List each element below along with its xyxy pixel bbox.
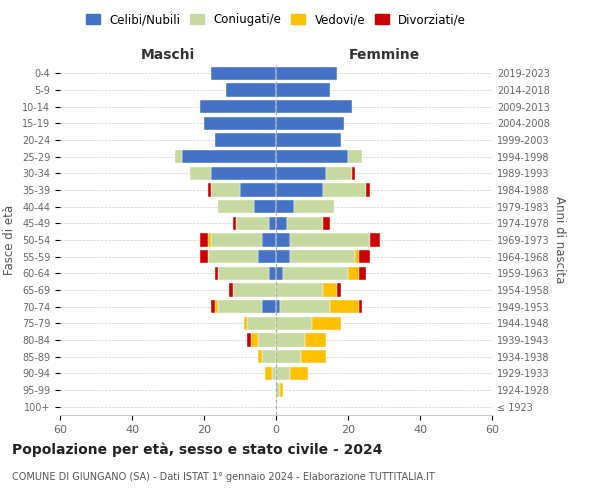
Bar	[204, 116, 276, 130]
Bar	[276, 350, 301, 364]
Bar	[233, 216, 236, 230]
Bar	[251, 334, 258, 346]
Bar	[262, 234, 276, 246]
Y-axis label: Fasce di età: Fasce di età	[4, 205, 16, 275]
Bar	[359, 250, 370, 264]
Bar	[218, 200, 254, 213]
Bar	[290, 250, 355, 264]
Bar	[265, 366, 272, 380]
Bar	[276, 266, 283, 280]
Bar	[226, 84, 276, 96]
Bar	[276, 234, 290, 246]
Bar	[312, 316, 341, 330]
Bar	[200, 100, 276, 114]
Bar	[283, 266, 348, 280]
Bar	[190, 166, 211, 180]
Text: Popolazione per età, sesso e stato civile - 2024: Popolazione per età, sesso e stato civil…	[12, 442, 383, 457]
Bar	[233, 284, 276, 296]
Bar	[359, 300, 362, 314]
Bar	[215, 300, 218, 314]
Bar	[276, 216, 287, 230]
Bar	[370, 234, 380, 246]
Text: Maschi: Maschi	[141, 48, 195, 62]
Bar	[208, 184, 211, 196]
Bar	[182, 150, 276, 164]
Bar	[215, 134, 276, 146]
Bar	[276, 116, 344, 130]
Bar	[211, 184, 240, 196]
Bar	[366, 184, 370, 196]
Bar	[236, 216, 269, 230]
Bar	[247, 316, 276, 330]
Text: COMUNE DI GIUNGANO (SA) - Dati ISTAT 1° gennaio 2024 - Elaborazione TUTTITALIA.I: COMUNE DI GIUNGANO (SA) - Dati ISTAT 1° …	[12, 472, 435, 482]
Bar	[229, 284, 233, 296]
Bar	[276, 84, 330, 96]
Bar	[276, 66, 337, 80]
Bar	[269, 266, 276, 280]
Bar	[337, 284, 341, 296]
Bar	[276, 384, 280, 396]
Legend: Celibi/Nubili, Coniugati/e, Vedovi/e, Divorziati/e: Celibi/Nubili, Coniugati/e, Vedovi/e, Di…	[81, 8, 471, 31]
Bar	[276, 284, 323, 296]
Bar	[359, 266, 366, 280]
Bar	[211, 300, 215, 314]
Bar	[276, 316, 312, 330]
Bar	[323, 284, 337, 296]
Bar	[208, 250, 258, 264]
Y-axis label: Anni di nascita: Anni di nascita	[553, 196, 566, 284]
Bar	[348, 266, 359, 280]
Bar	[272, 366, 276, 380]
Bar	[276, 366, 290, 380]
Bar	[323, 184, 366, 196]
Bar	[211, 166, 276, 180]
Bar	[211, 66, 276, 80]
Bar	[305, 334, 326, 346]
Bar	[262, 300, 276, 314]
Bar	[287, 216, 323, 230]
Bar	[280, 384, 283, 396]
Bar	[218, 266, 269, 280]
Bar	[276, 150, 348, 164]
Bar	[258, 334, 276, 346]
Bar	[326, 166, 352, 180]
Bar	[348, 150, 362, 164]
Bar	[290, 234, 370, 246]
Bar	[269, 216, 276, 230]
Bar	[215, 266, 218, 280]
Bar	[240, 184, 276, 196]
Bar	[254, 200, 276, 213]
Bar	[352, 166, 355, 180]
Text: Femmine: Femmine	[349, 48, 419, 62]
Bar	[276, 134, 341, 146]
Bar	[355, 250, 359, 264]
Bar	[208, 234, 211, 246]
Bar	[276, 300, 280, 314]
Bar	[290, 366, 308, 380]
Bar	[330, 300, 359, 314]
Bar	[262, 350, 276, 364]
Bar	[323, 216, 330, 230]
Bar	[301, 350, 326, 364]
Bar	[276, 250, 290, 264]
Bar	[276, 166, 326, 180]
Bar	[280, 300, 330, 314]
Bar	[276, 184, 323, 196]
Bar	[175, 150, 182, 164]
Bar	[218, 300, 262, 314]
Bar	[276, 334, 305, 346]
Bar	[244, 316, 247, 330]
Bar	[276, 100, 352, 114]
Bar	[294, 200, 334, 213]
Bar	[211, 234, 262, 246]
Bar	[200, 234, 208, 246]
Bar	[200, 250, 208, 264]
Bar	[258, 250, 276, 264]
Bar	[276, 200, 294, 213]
Bar	[258, 350, 262, 364]
Bar	[247, 334, 251, 346]
